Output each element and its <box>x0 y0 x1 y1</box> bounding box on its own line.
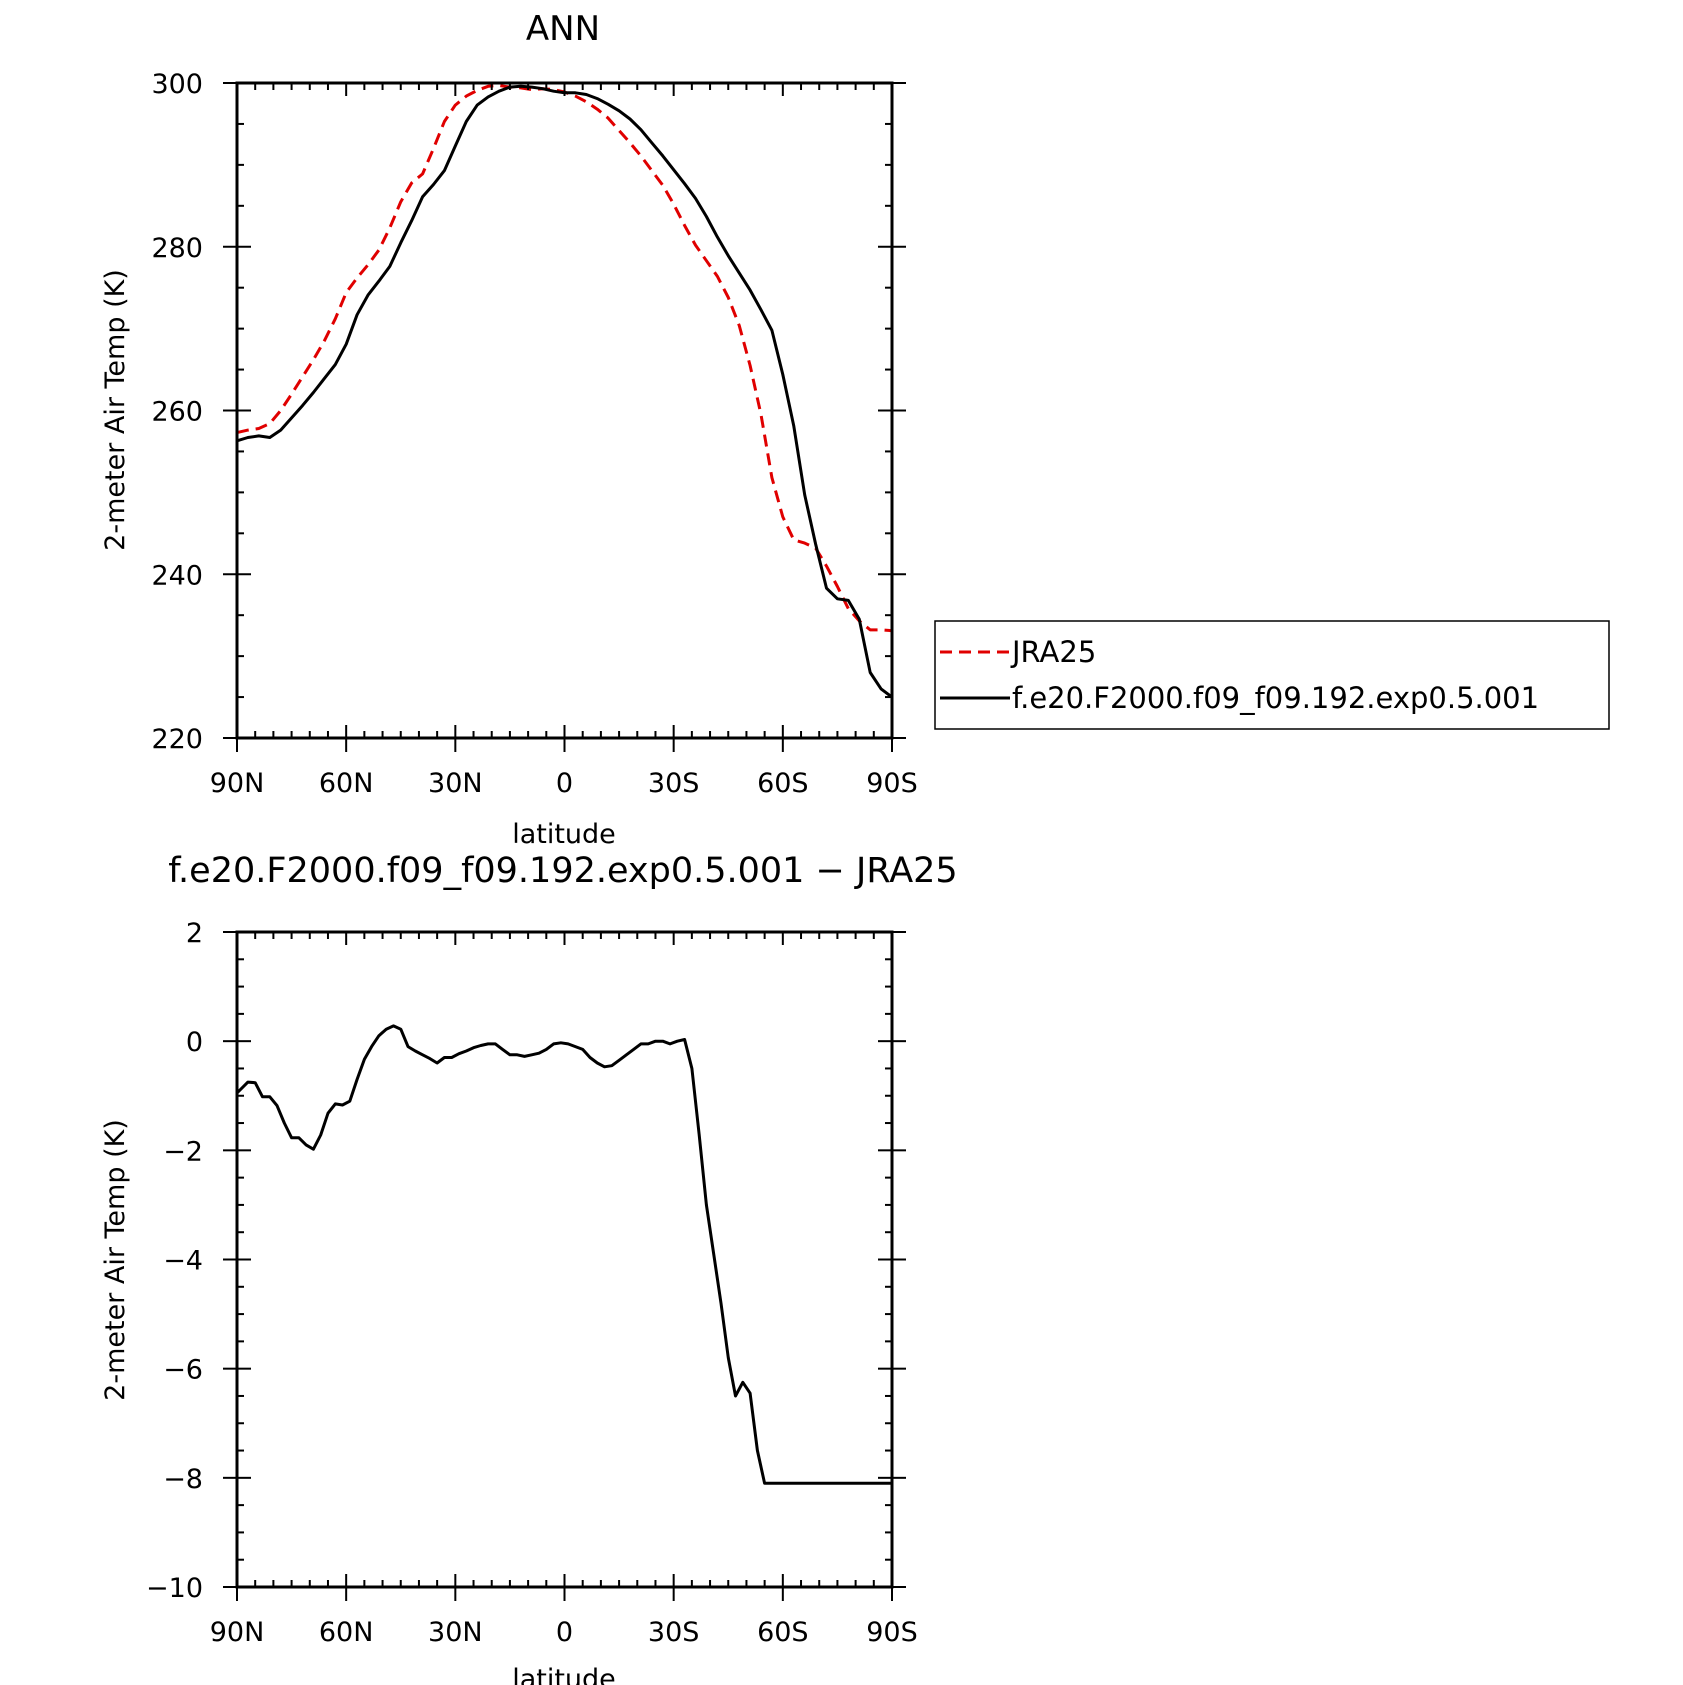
top-plot-frame <box>235 81 894 740</box>
bottom-chart-title: f.e20.F2000.f09_f09.192.exp0.5.001 − JRA… <box>168 851 957 891</box>
top-y-tick-label: 220 <box>151 724 203 755</box>
bottom-y-tick-label: −4 <box>163 1246 203 1277</box>
top-series-line-0 <box>236 84 893 633</box>
top-panel: ANN 90N 60N 30N 0 30S 60S 90S 220 240 260 280 300 l… <box>100 9 918 850</box>
bottom-y-tick-label: −6 <box>163 1355 203 1386</box>
legend-label-model: f.e20.F2000.f09_f09.192.exp0.5.001 <box>1012 681 1539 715</box>
bottom-series-group <box>235 1024 892 1485</box>
bottom-tick-labels: 90N 60N 30N 0 30S 60S 90S −10 −8 −6 −4 −2 0 2 <box>146 918 918 1648</box>
bottom-x-tick-label: 60N <box>319 1617 374 1648</box>
bottom-y-axis-label: 2-meter Air Temp (K) <box>100 1119 131 1401</box>
bottom-y-tick-label: −8 <box>163 1464 203 1495</box>
bottom-x-tick-label: 90S <box>866 1617 918 1648</box>
top-y-tick-label: 240 <box>151 560 203 591</box>
bottom-x-tick-label: 30S <box>648 1617 700 1648</box>
bottom-x-axis-label: latitude <box>512 1664 616 1685</box>
top-x-tick-label: 30N <box>428 768 483 799</box>
bottom-plot-frame <box>235 930 894 1589</box>
top-x-tick-label: 30S <box>648 768 700 799</box>
top-x-tick-label: 0 <box>556 768 573 799</box>
bottom-x-tick-label: 0 <box>556 1617 573 1648</box>
top-y-tick-label: 300 <box>151 69 203 100</box>
bottom-y-tick-label: −10 <box>146 1573 203 1604</box>
top-chart-title: ANN <box>526 9 600 49</box>
bottom-x-tick-label: 30N <box>428 1617 483 1648</box>
top-series-line-1 <box>236 84 893 699</box>
top-x-axis-label: latitude <box>512 819 616 850</box>
bottom-y-tick-label: 2 <box>186 918 203 949</box>
bottom-x-tick-label: 60S <box>757 1617 809 1648</box>
bottom-panel: f.e20.F2000.f09_f09.192.exp0.5.001 − JRA… <box>100 851 958 1685</box>
bottom-series-line-0 <box>235 1024 892 1485</box>
top-y-tick-label: 280 <box>151 233 203 264</box>
top-y-tick-label: 260 <box>151 397 203 428</box>
bottom-y-tick-label: 0 <box>186 1027 203 1058</box>
bottom-x-tick-label: 90N <box>210 1617 265 1648</box>
top-tick-group <box>223 82 906 752</box>
top-x-tick-label: 90S <box>866 768 918 799</box>
legend-label-jra25: JRA25 <box>1010 635 1096 669</box>
legend-box <box>934 620 1610 730</box>
bottom-y-tick-label: −2 <box>163 1136 203 1167</box>
bottom-tick-group <box>223 931 906 1601</box>
top-x-tick-label: 60N <box>319 768 374 799</box>
top-x-tick-label: 60S <box>757 768 809 799</box>
top-series-group <box>236 84 893 699</box>
top-tick-labels: 90N 60N 30N 0 30S 60S 90S 220 240 260 280 300 <box>151 69 917 799</box>
top-x-tick-label: 90N <box>210 768 265 799</box>
legend: JRA25 f.e20.F2000.f09_f09.192.exp0.5.001 <box>934 620 1610 730</box>
top-y-axis-label: 2-meter Air Temp (K) <box>100 269 131 551</box>
